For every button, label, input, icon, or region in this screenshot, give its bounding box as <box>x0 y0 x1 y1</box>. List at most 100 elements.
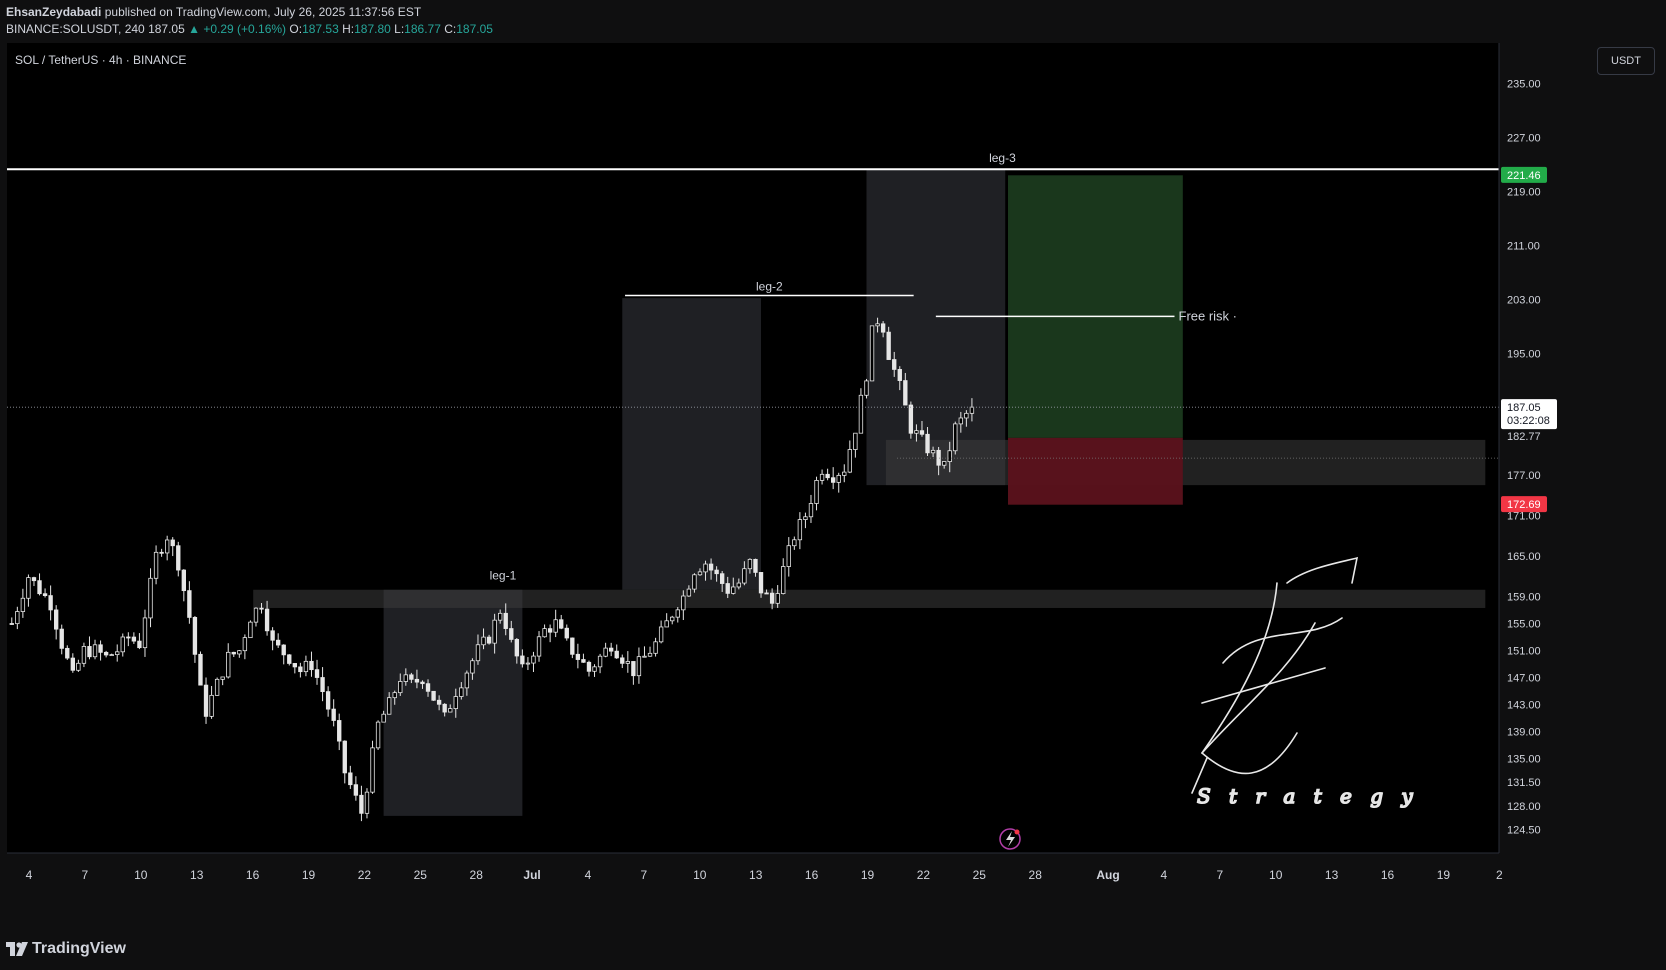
candle-body-down <box>520 655 525 665</box>
candle <box>475 634 481 665</box>
x-tick-label: 10 <box>693 868 707 882</box>
candle-body-down <box>170 539 175 547</box>
candle <box>81 642 87 668</box>
candle <box>897 366 902 391</box>
candle-body-up <box>364 791 370 814</box>
candle-body-up <box>164 539 170 554</box>
time-axis-background <box>7 853 1659 908</box>
candle <box>658 620 664 644</box>
candle-body-down <box>359 794 364 814</box>
candle-body-up <box>642 655 647 658</box>
candle-body-up <box>76 662 81 671</box>
candle <box>536 631 542 662</box>
candle-body-up <box>220 676 225 680</box>
candle <box>54 605 59 640</box>
candle <box>314 659 320 685</box>
signature-stroke <box>1191 757 1208 794</box>
y-tick-label: 211.00 <box>1507 241 1540 253</box>
candle-body-down <box>620 657 625 664</box>
candle <box>264 600 270 636</box>
candle-body-up <box>947 450 952 462</box>
candle-body-down <box>337 720 342 742</box>
candle-body-down <box>70 657 76 671</box>
candle-body-down <box>309 660 314 671</box>
price-chart[interactable]: leg-3 leg-2 Free risk · leg-1 S t r a t e g … <box>7 43 1659 908</box>
candle <box>775 585 780 608</box>
author-name[interactable]: EhsanZeydabadi <box>6 5 102 19</box>
candle-body-up <box>81 646 87 664</box>
tradingview-brand[interactable]: TradingView <box>6 940 126 958</box>
candle-body-down <box>98 644 103 653</box>
candle <box>65 645 70 660</box>
candle <box>398 673 403 696</box>
zone-demand-zone <box>885 439 1486 486</box>
candle-body-up <box>742 568 747 584</box>
candle <box>609 642 614 657</box>
candle <box>137 633 142 650</box>
candle <box>164 535 170 561</box>
candle-body-down <box>764 592 769 595</box>
high-value: 187.80 <box>354 22 391 36</box>
candle-body-down <box>486 636 492 644</box>
candle-body-up <box>670 616 675 622</box>
x-tick-label: 4 <box>1161 868 1168 882</box>
candle <box>425 679 431 697</box>
candle <box>370 740 375 794</box>
currency-unit-button[interactable]: USDT <box>1597 47 1655 75</box>
candle <box>337 713 342 751</box>
candle-body-down <box>714 569 719 575</box>
x-tick-label: 4 <box>26 868 33 882</box>
candle <box>819 469 825 485</box>
candle <box>76 659 81 672</box>
candle-body-up <box>148 577 153 619</box>
candle <box>664 613 669 628</box>
candle-body-up <box>242 637 248 652</box>
price-label-box-red <box>1501 496 1547 513</box>
candle-body-down <box>514 639 519 657</box>
candle-body-down <box>348 772 353 786</box>
candle-body-down <box>231 651 236 655</box>
candle-body-up <box>864 380 869 396</box>
candle-body-up <box>464 672 470 689</box>
candle-body-down <box>509 628 514 640</box>
x-tick-label: 16 <box>246 868 260 882</box>
y-tick-label: 151.00 <box>1507 646 1541 658</box>
candle <box>520 649 525 668</box>
price-label-box-green <box>1501 166 1547 183</box>
x-tick-label: 16 <box>805 868 819 882</box>
current-price-box <box>1501 399 1557 430</box>
candle-body-down <box>903 380 908 406</box>
candle-body-up <box>603 647 608 657</box>
lightning-icon-ring <box>999 828 1021 850</box>
candle <box>342 740 347 784</box>
candle-body-down <box>919 430 925 435</box>
candle-body-down <box>575 653 581 660</box>
high-label: H: <box>342 22 355 36</box>
zone-leg-3-range <box>866 169 1006 486</box>
candle-body-down <box>409 674 414 680</box>
candle <box>348 765 353 789</box>
candle-body-down <box>886 331 891 360</box>
candle-body-down <box>559 619 564 629</box>
candle-body-up <box>853 432 858 450</box>
candle-body-down <box>725 583 730 594</box>
signature-stroke <box>1222 617 1343 664</box>
candle <box>464 670 470 696</box>
candle <box>126 632 131 647</box>
candle <box>497 609 503 624</box>
candle-body-down <box>176 545 181 571</box>
candle-body-up <box>842 471 847 476</box>
candle-body-down <box>126 636 131 639</box>
y-tick-label: 135.00 <box>1507 754 1541 766</box>
candle-body-down <box>880 323 886 333</box>
candles-group <box>9 317 975 822</box>
candle-body-up <box>386 697 392 715</box>
candle-body-up <box>448 708 453 713</box>
candle <box>570 637 575 659</box>
candle <box>325 686 331 717</box>
candle <box>559 614 564 630</box>
chart-area[interactable]: leg-3 leg-2 Free risk · leg-1 S t r a t e g … <box>7 43 1659 908</box>
candle-body-up <box>792 539 797 547</box>
candle <box>153 545 159 585</box>
candle-body-down <box>325 691 331 710</box>
